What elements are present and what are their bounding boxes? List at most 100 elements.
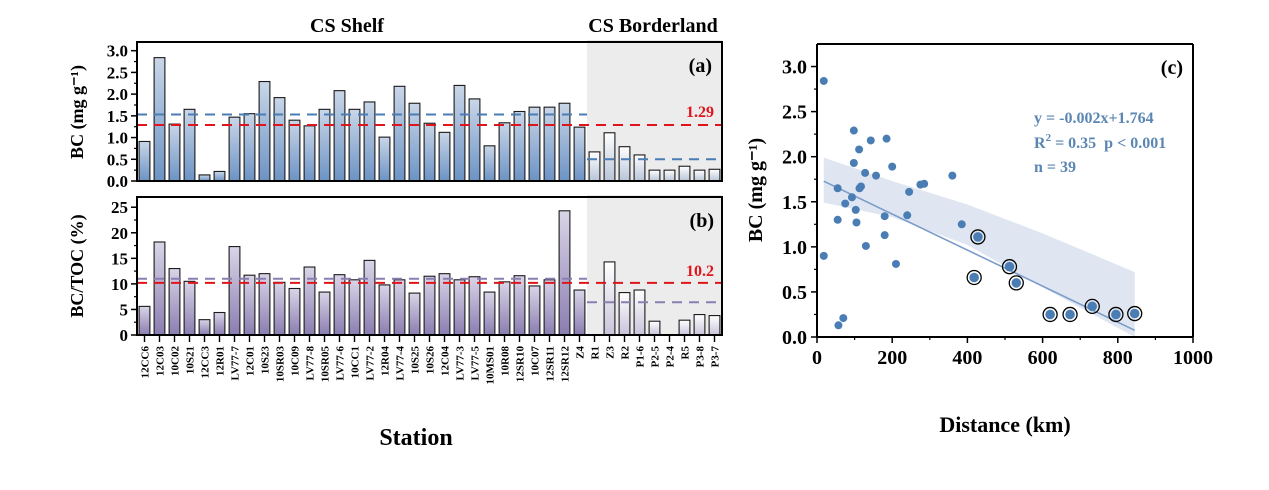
x-tick-label: 800 (1103, 347, 1133, 369)
y-tick-label: 1.0 (107, 129, 128, 148)
scatter-point-shelf (872, 171, 881, 180)
station-label-10sr05: 10SR05 (320, 346, 332, 383)
scatter-point-shelf (833, 215, 842, 224)
bar-12sr10 (513, 110, 526, 182)
bar-lv77-6 (333, 90, 346, 182)
bar-z3 (603, 261, 616, 336)
bar-lv77-7 (228, 246, 241, 336)
y-axis-title-a: BC (mg g⁻¹) (67, 65, 88, 159)
bar-10cc1 (348, 279, 361, 336)
bar-10s21 (183, 108, 196, 182)
y-tick-label: 5 (120, 300, 129, 319)
scatter-point-borderland-ring (966, 269, 982, 286)
bar-lv77-8 (303, 125, 316, 182)
bar-12c03 (153, 241, 166, 336)
bar-10s23 (258, 80, 271, 182)
station-label-12c01: 12C01 (245, 346, 257, 376)
bar-10cc1 (348, 108, 361, 182)
scatter-point-shelf (847, 193, 856, 202)
bar-r1 (588, 151, 601, 182)
station-label-12c04: 12C04 (440, 346, 452, 376)
bar-10ms01 (483, 145, 496, 182)
bar-z4 (573, 126, 586, 182)
r-letter: R (1034, 135, 1046, 152)
bar-10s25 (408, 292, 421, 336)
bar-12r01 (213, 311, 226, 336)
scatter-point-shelf (852, 218, 861, 227)
bar-p3-8 (693, 314, 706, 336)
bars (138, 210, 721, 336)
scatter-point-borderland-ring (1108, 306, 1124, 323)
panel-b: 0 5 10 15 20 25 (b) 10.2 BC/TOC (%) (67, 195, 723, 345)
y-axis: 0 5 10 15 20 25 (111, 198, 137, 345)
x-tick-label: 0 (812, 347, 822, 369)
y-tick-label: 25 (111, 198, 128, 217)
station-label-12sr12: 12SR12 (560, 346, 572, 383)
bar-12sr11 (543, 106, 556, 182)
y-tick-label: 2.0 (107, 85, 128, 104)
station-label-12sr10: 12SR10 (515, 346, 527, 383)
bar-12cc6 (138, 305, 151, 336)
bar-p1-6 (633, 289, 646, 336)
scatter-point-borderland-ring (1062, 306, 1078, 323)
station-label-lv77-3: LV77-3 (455, 346, 467, 381)
scatter-point-shelf (856, 182, 865, 191)
y-tick-label: 1.5 (782, 192, 807, 214)
scatter-point-shelf (839, 314, 848, 323)
scatter-point-shelf (851, 205, 860, 214)
y-tick-label: 0.0 (107, 172, 128, 191)
scatter-point-shelf (888, 162, 897, 171)
y-axis-title-c: BC (mg g⁻¹) (745, 138, 767, 242)
station-label-10c07: 10C07 (530, 346, 542, 376)
station-label-z3: Z3 (605, 346, 617, 359)
panel-tag-b: (b) (690, 210, 714, 232)
bar-10s21 (183, 280, 196, 336)
bar-12c04 (438, 131, 451, 182)
x-axis-title-c: Distance (km) (939, 412, 1070, 437)
bar-r2 (618, 292, 631, 336)
axes: 0.0 0.5 1.0 1.5 2.0 2.5 3.0 0 200 400 600 800 1000 (782, 43, 1213, 369)
bar-lv77-3 (453, 279, 466, 336)
y-tick-label: 1.0 (782, 237, 807, 259)
y-tick-label: 0 (120, 326, 129, 345)
station-label-p3-8: P3-8 (695, 346, 707, 368)
scatter-point-shelf (855, 145, 864, 154)
bar-p2-4 (663, 169, 676, 182)
scatter-point-shelf (866, 136, 875, 145)
station-label-lv77-2: LV77-2 (365, 346, 377, 381)
bar-z3 (603, 132, 616, 182)
scatter-point-shelf (880, 231, 889, 240)
x-tick-label: 200 (877, 347, 907, 369)
bar-10s26 (423, 275, 436, 336)
station-label-10s23: 10S23 (260, 346, 272, 375)
bar-10c07 (528, 106, 541, 182)
bar-10c07 (528, 285, 541, 336)
y-tick-label: 0.0 (782, 327, 807, 349)
x-tick-label: 1000 (1173, 347, 1213, 369)
scatter-point-shelf (880, 212, 889, 221)
station-label-r5: R5 (680, 346, 692, 360)
scatter-point-borderland (1129, 308, 1140, 319)
station-label-10r08: 10R08 (500, 346, 512, 376)
scatter-point-shelf (905, 187, 914, 196)
scatter-point-shelf (833, 184, 842, 193)
bar-10c02 (168, 123, 181, 182)
bar-r2 (618, 146, 631, 182)
y-axis-title-a-text: BC (mg g⁻¹) (67, 65, 88, 159)
bar-10sr03 (273, 281, 286, 336)
station-label-10ms01: 10MS01 (485, 346, 497, 385)
station-label-10s26: 10S26 (425, 346, 437, 375)
station-label-12cc3: 12CC3 (200, 346, 212, 379)
y-tick-label: 2.5 (107, 63, 128, 82)
scatter-point-borderland (1004, 261, 1015, 272)
bar-12cc6 (138, 140, 151, 182)
station-label-10s21: 10S21 (185, 346, 197, 374)
bar-p2-5 (648, 169, 661, 182)
station-label-12r04: 12R04 (380, 346, 392, 376)
plot-frame (136, 41, 723, 182)
bar-12r04 (378, 284, 391, 336)
x-axis-station-labels: 12CC6 12C03 10C02 10S21 12CC3 12R01 LV77-7 12C0… (140, 335, 722, 385)
scatter-point-borderland (1087, 301, 1098, 312)
bar-12r04 (378, 136, 391, 182)
panel-tag-c: (c) (1161, 57, 1183, 79)
